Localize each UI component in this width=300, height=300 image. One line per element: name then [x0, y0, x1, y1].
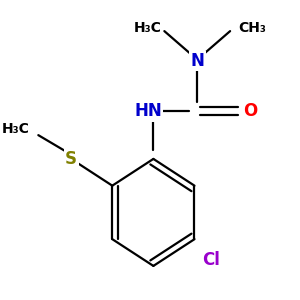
- Text: H₃C: H₃C: [134, 21, 162, 35]
- Text: HN: HN: [134, 102, 162, 120]
- Text: O: O: [244, 102, 258, 120]
- Text: N: N: [190, 52, 204, 70]
- Text: H₃C: H₃C: [2, 122, 30, 136]
- Text: CH₃: CH₃: [238, 21, 266, 35]
- Text: S: S: [65, 150, 77, 168]
- Text: Cl: Cl: [202, 251, 220, 269]
